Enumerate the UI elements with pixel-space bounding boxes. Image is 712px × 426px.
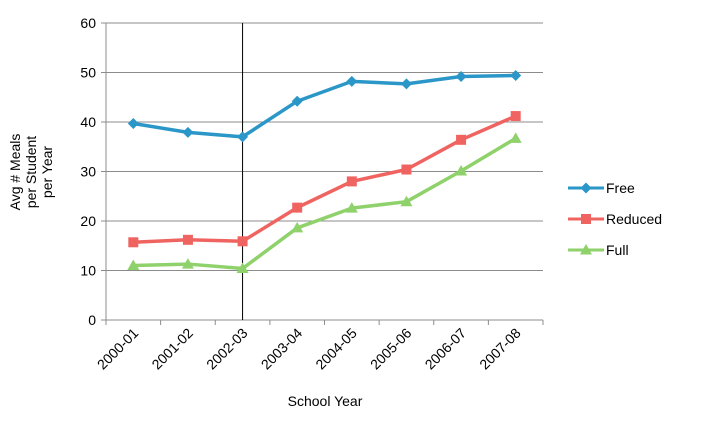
data-point-free-2004-05 xyxy=(346,75,358,87)
data-point-reduced-2006-07 xyxy=(456,134,467,145)
data-point-reduced-2003-04 xyxy=(292,202,303,213)
y-axis-title-line-1: Avg # Meals xyxy=(7,134,23,211)
data-point-full-2002-03 xyxy=(236,262,249,274)
legend-label-free: Free xyxy=(606,180,635,196)
legend: Free Reduced Full xyxy=(568,180,662,258)
x-tick-label-2007-08: 2007-08 xyxy=(476,325,524,373)
data-point-full-2006-07 xyxy=(455,165,468,176)
data-point-free-2001-02 xyxy=(182,126,194,138)
y-tick-label-20: 20 xyxy=(80,213,96,229)
y-tick-label-50: 50 xyxy=(80,65,96,81)
data-point-free-2006-07 xyxy=(455,70,467,82)
series-line-free xyxy=(133,73,516,139)
x-tick-label-2001-02: 2001-02 xyxy=(148,325,196,373)
legend-entry-free: Free xyxy=(568,180,635,196)
y-axis-title-line-3: per Year xyxy=(39,146,55,198)
data-point-reduced-2000-01 xyxy=(128,237,139,248)
data-point-full-2005-06 xyxy=(400,195,413,207)
data-point-full-2004-05 xyxy=(345,202,358,213)
series-reduced xyxy=(128,111,521,248)
data-point-reduced-2004-05 xyxy=(346,176,357,187)
x-tick-label-2005-06: 2005-06 xyxy=(367,325,415,373)
x-tick-label-2006-07: 2006-07 xyxy=(422,325,470,373)
data-point-reduced-2007-08 xyxy=(510,111,521,122)
y-tick-label-30: 30 xyxy=(80,164,96,180)
y-tick-label-0: 0 xyxy=(88,312,96,328)
series-line-reduced xyxy=(133,114,517,245)
legend-entry-full: Full xyxy=(568,242,629,258)
x-tick-label-2003-04: 2003-04 xyxy=(258,325,306,373)
data-point-free-2005-06 xyxy=(400,78,412,90)
y-axis-title-line-2: per Student xyxy=(23,136,39,208)
legend-entry-reduced: Reduced xyxy=(568,211,662,227)
y-tick-label-10: 10 xyxy=(80,263,96,279)
legend-label-reduced: Reduced xyxy=(606,211,662,227)
data-point-full-2007-08 xyxy=(509,132,522,143)
data-point-full-2003-04 xyxy=(291,221,304,233)
x-axis-ticks: 2000-01 2001-02 2002-03 2003-04 2004-05 2005-… xyxy=(94,320,544,373)
x-axis-title: School Year xyxy=(288,393,363,409)
x-tick-label-2000-01: 2000-01 xyxy=(94,325,142,373)
data-point-free-2003-04 xyxy=(291,95,303,107)
data-point-free-2000-01 xyxy=(127,117,139,129)
y-axis-ticks: 0 10 20 30 40 50 60 xyxy=(80,15,106,328)
data-point-free-2002-03 xyxy=(237,131,249,143)
data-point-reduced-2001-02 xyxy=(182,234,193,245)
y-tick-label-40: 40 xyxy=(80,114,96,130)
series-group xyxy=(127,69,522,274)
series-full xyxy=(127,132,522,274)
x-tick-label-2004-05: 2004-05 xyxy=(312,325,360,373)
data-point-reduced-2005-06 xyxy=(401,164,412,175)
data-point-reduced-2002-03 xyxy=(237,236,248,247)
data-point-full-2001-02 xyxy=(181,258,194,269)
grid-lines xyxy=(106,22,543,271)
data-point-free-2007-08 xyxy=(510,69,522,81)
y-tick-label-60: 60 xyxy=(80,15,96,31)
data-point-full-2000-01 xyxy=(127,259,140,271)
x-tick-label-2002-03: 2002-03 xyxy=(203,325,251,373)
y-axis-title: Avg # Meals per Student per Year xyxy=(7,134,55,211)
legend-label-full: Full xyxy=(606,242,629,258)
legend-marker-reduced xyxy=(581,214,591,224)
legend-marker-full xyxy=(580,244,592,255)
legend-marker-free xyxy=(580,182,592,194)
series-line-full xyxy=(133,136,517,271)
series-free xyxy=(127,69,522,143)
